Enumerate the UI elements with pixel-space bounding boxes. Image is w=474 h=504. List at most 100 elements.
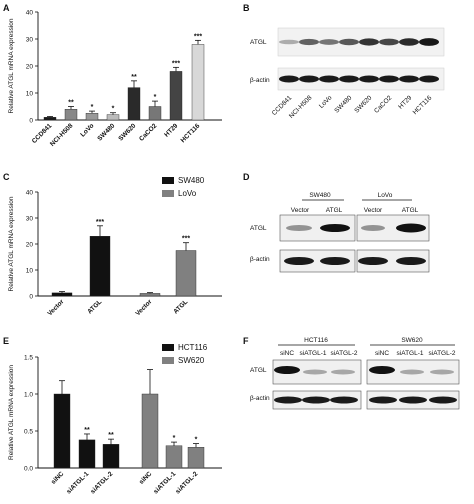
x-tick-label: ATGL	[172, 298, 189, 315]
legend-swatch	[162, 190, 174, 197]
y-tick-label: 40	[26, 9, 34, 16]
blot-d: SW480 LoVo Vector ATGL Vector ATGL ATGL …	[250, 192, 430, 273]
blot-d-lane-atgl-1: ATGL	[326, 207, 343, 214]
band	[379, 38, 399, 46]
legend-swatch	[162, 357, 174, 364]
x-tick-label: ATGL	[86, 298, 103, 315]
bar	[169, 71, 183, 121]
y-tick-label: 20	[26, 63, 34, 70]
x-tick-label: HT29	[163, 122, 179, 138]
blot-b-lane-label: SW620	[353, 94, 373, 114]
y-tick-label: 10	[26, 90, 34, 97]
bar	[139, 293, 161, 297]
x-tick-label: SW620	[117, 122, 137, 142]
band	[358, 257, 388, 265]
panel-letter-b: B	[243, 3, 250, 13]
band	[320, 257, 350, 265]
bar	[102, 444, 120, 469]
blot-f-lane-sinc-1: siNC	[280, 350, 294, 357]
y-tick-label: 0.5	[24, 428, 33, 435]
band	[396, 223, 426, 233]
significance-label: ***	[96, 219, 104, 226]
y-tick-label: 10	[26, 267, 34, 274]
y-tick-label: 30	[26, 215, 34, 222]
band	[319, 39, 339, 45]
blot-d-lane-vector-2: Vector	[364, 207, 383, 214]
blot-f-lane-sinc-2: siNC	[375, 350, 389, 357]
bar	[148, 106, 162, 121]
y-tick-label: 0	[29, 117, 33, 124]
blot-d-lane-vector-1: Vector	[291, 207, 310, 214]
band	[339, 38, 359, 46]
blot-f-lane-siatgl2-1: siATGL-2	[331, 350, 358, 357]
blot-d-row-atgl: ATGL	[250, 225, 267, 232]
blot-b-row-atgl: ATGL	[250, 39, 267, 46]
significance-label: **	[68, 100, 74, 107]
band	[429, 396, 457, 404]
band	[399, 75, 419, 83]
blot-f-lane-siatgl1-1: siATGL-1	[300, 350, 327, 357]
x-tick-label: CaCO2	[138, 122, 159, 143]
x-tick-label: Vector	[134, 298, 153, 317]
x-tick-label: Vector	[46, 298, 65, 317]
band	[359, 38, 379, 46]
band	[274, 396, 302, 404]
y-tick-label: 20	[26, 241, 34, 248]
significance-label: *	[91, 104, 94, 111]
band	[430, 369, 454, 375]
band	[379, 75, 399, 83]
band	[279, 39, 299, 45]
blot-d-row-actin: β-actin	[250, 256, 270, 263]
bar	[85, 113, 99, 121]
band	[319, 75, 339, 83]
panel-letter-e: E	[3, 336, 9, 346]
bar	[78, 439, 96, 469]
band	[339, 75, 359, 83]
y-axis-label: Relative ATGL mRNA expression	[8, 18, 15, 113]
band	[320, 224, 350, 232]
y-tick-label: 1.5	[24, 354, 33, 361]
bar	[43, 117, 57, 121]
x-tick-label: HCT116	[180, 122, 202, 144]
x-tick-label: SW480	[96, 122, 116, 142]
y-tick-label: 30	[26, 36, 34, 43]
band	[279, 75, 299, 83]
band	[284, 257, 314, 265]
bar	[89, 235, 111, 297]
band	[299, 75, 319, 83]
significance-label: **	[131, 74, 137, 81]
blot-d-group-lovo: LoVo	[378, 192, 393, 199]
bar	[165, 445, 183, 469]
x-tick-label: siNC	[138, 470, 154, 486]
band	[361, 225, 385, 231]
x-tick-label: LoVo	[79, 122, 95, 138]
x-tick-label: siATGL-1	[65, 470, 90, 495]
blot-f-lane-siatgl1-2: siATGL-1	[397, 350, 424, 357]
panel-letter-a: A	[3, 3, 10, 13]
blot-b-lane-label: HT29	[397, 94, 413, 110]
blot-f-row-atgl: ATGL	[250, 367, 267, 374]
band	[330, 396, 358, 404]
blot-f-lane-siatgl2-2: siATGL-2	[429, 350, 456, 357]
band	[419, 38, 439, 46]
band	[286, 225, 312, 231]
significance-label: **	[108, 432, 114, 439]
legend-swatch	[162, 177, 174, 184]
band	[400, 369, 424, 375]
blot-b-lane-label: HCT116	[412, 94, 434, 116]
bar	[187, 447, 205, 469]
significance-label: *	[154, 94, 157, 101]
band	[369, 396, 397, 404]
bar	[175, 250, 197, 297]
panel-letter-d: D	[243, 172, 250, 182]
legend-label: LoVo	[178, 189, 197, 198]
blot-b-lane-label: LoVo	[318, 94, 334, 110]
band	[396, 257, 426, 265]
bar	[106, 114, 120, 121]
bar	[53, 393, 71, 469]
significance-label: ***	[194, 33, 202, 40]
bar	[64, 108, 78, 121]
band	[399, 396, 427, 404]
